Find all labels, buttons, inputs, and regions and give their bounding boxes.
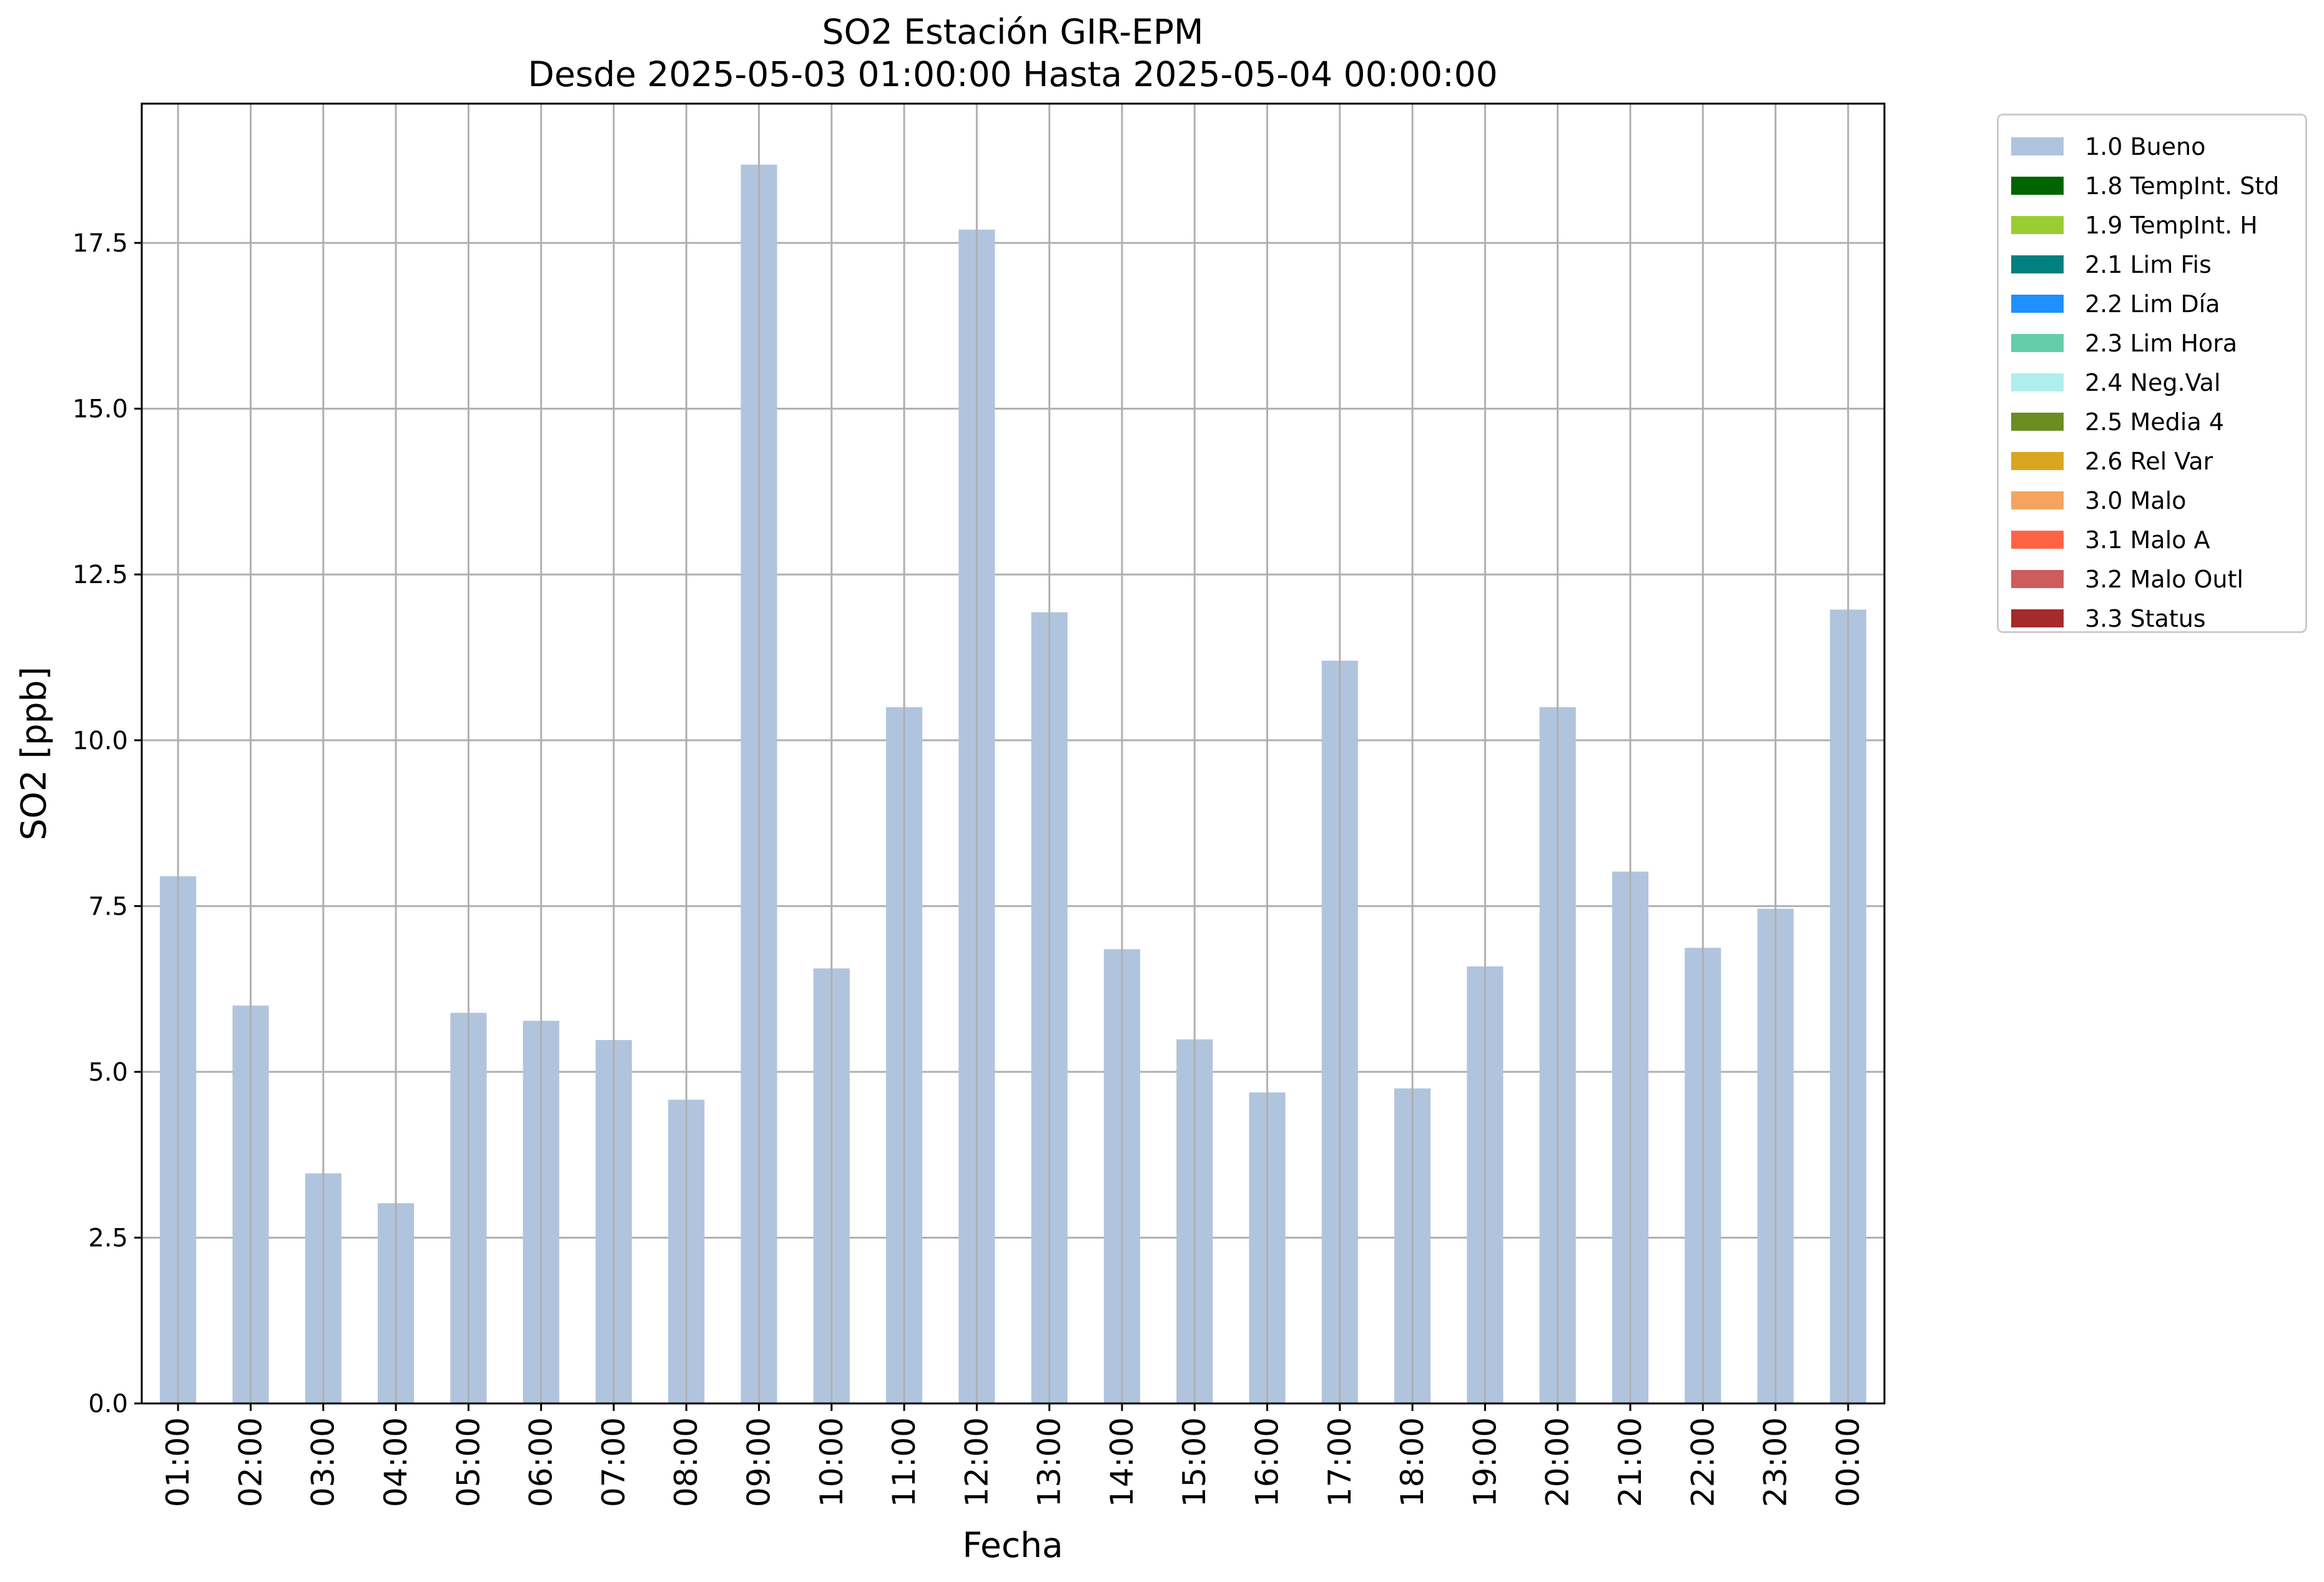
x-grid-layer [177,104,1849,1403]
x-tick-label: 10:00 [814,1417,850,1507]
legend-item: 2.4 Neg.Val [1999,363,2305,402]
legend-item: 2.2 Lim Día [1999,284,2305,323]
x-tick-label: 01:00 [160,1417,196,1507]
legend-item: 3.0 Malo [1999,481,2305,520]
y-tick-label: 12.5 [72,561,128,589]
x-tick-label: 02:00 [232,1417,268,1507]
legend-swatch [2011,452,2064,470]
x-tick-label: 14:00 [1104,1417,1140,1507]
legend-swatch [2011,491,2064,509]
legend-item: 3.2 Malo Outl [1999,559,2305,599]
x-tick-label: 21:00 [1612,1417,1648,1507]
y-tick-label: 10.0 [72,727,128,755]
x-tick-label: 04:00 [378,1417,414,1507]
x-tick-label: 00:00 [1830,1417,1866,1507]
legend-item: 2.5 Media 4 [1999,402,2305,441]
legend-label: 2.1 Lim Fis [2085,250,2212,278]
x-tick-label: 19:00 [1467,1417,1503,1507]
legend-label: 3.2 Malo Outl [2085,565,2243,593]
x-tick-label: 09:00 [741,1417,777,1507]
legend-label: 1.0 Bueno [2085,132,2206,160]
x-tick-label: 18:00 [1394,1417,1430,1507]
plot-frame [140,102,1886,1405]
x-tick-label: 08:00 [668,1417,704,1507]
legend-swatch [2011,373,2064,391]
grid-layer [142,242,1884,1405]
legend-item: 1.0 Bueno [1999,127,2305,166]
x-tick-label: 06:00 [523,1417,559,1507]
legend-label: 2.2 Lim Día [2085,290,2220,318]
legend-swatch [2011,216,2064,234]
chart-title: SO2 Estación GIR-EPM [822,12,1204,52]
legend-label: 2.5 Media 4 [2085,408,2224,436]
legend-item: 2.6 Rel Var [1999,441,2305,481]
x-tick-label: 17:00 [1322,1417,1358,1507]
legend-item: 2.1 Lim Fis [1999,245,2305,284]
y-tick-label: 15.0 [72,395,128,424]
legend-swatch [2011,177,2064,195]
chart-subtitle: Desde 2025-05-03 01:00:00 Hasta 2025-05-… [528,54,1497,94]
legend-item: 1.8 TempInt. Std [1999,166,2305,205]
legend-label: 3.3 Status [2085,604,2206,632]
legend-label: 2.3 Lim Hora [2085,329,2238,357]
legend-label: 1.8 TempInt. Std [2085,172,2280,200]
y-tick-label: 0.0 [88,1390,128,1418]
x-tick-label: 23:00 [1758,1417,1794,1507]
legend-label: 2.4 Neg.Val [2085,368,2221,396]
legend-label: 1.9 TempInt. H [2085,211,2258,239]
x-tick-label: 12:00 [958,1417,995,1507]
legend-item: 3.3 Status [1999,599,2305,638]
y-tick-label: 5.0 [88,1058,128,1087]
x-tick-label: 07:00 [596,1417,632,1507]
bars-layer [160,164,1866,1403]
legend-label: 3.0 Malo [2085,486,2187,514]
legend-label: 2.6 Rel Var [2085,447,2213,475]
legend-swatch [2011,295,2064,313]
x-tick-label: 16:00 [1249,1417,1286,1507]
y-axis-label: SO2 [ppb] [14,667,54,840]
x-tick-label: 20:00 [1540,1417,1576,1507]
legend-label: 3.1 Malo A [2085,526,2210,554]
legend: 1.0 Bueno 1.8 TempInt. Std 1.9 TempInt. H 2… [1997,114,2307,633]
y-tick-label: 7.5 [88,892,128,921]
legend-swatch [2011,413,2064,431]
legend-item: 3.1 Malo A [1999,520,2305,559]
legend-swatch [2011,609,2064,627]
x-axis: 01:00 02:00 03:00 04:00 05:00 06:00 07:00 08:00… [160,1403,1866,1507]
y-axis: 0.0 2.5 5.0 7.5 10.0 12.5 15.0 17.5 [72,229,142,1418]
legend-swatch [2011,255,2064,273]
y-tick-label: 17.5 [72,229,128,258]
x-tick-label: 22:00 [1685,1417,1721,1507]
legend-swatch [2011,570,2064,588]
legend-swatch [2011,531,2064,549]
x-tick-label: 15:00 [1176,1417,1213,1507]
legend-item: 1.9 TempInt. H [1999,205,2305,245]
y-tick-label: 2.5 [88,1224,128,1252]
legend-swatch [2011,137,2064,155]
legend-swatch [2011,334,2064,352]
x-tick-label: 03:00 [305,1417,342,1507]
x-tick-label: 13:00 [1032,1417,1068,1507]
x-axis-label: Fecha [962,1525,1063,1565]
x-tick-label: 05:00 [450,1417,486,1507]
legend-item: 2.3 Lim Hora [1999,323,2305,363]
x-tick-label: 11:00 [886,1417,922,1507]
